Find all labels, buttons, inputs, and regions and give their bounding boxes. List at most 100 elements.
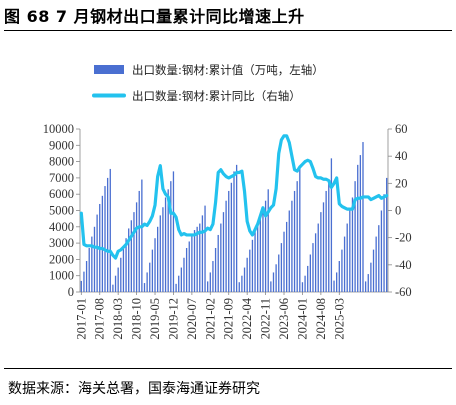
bar-series	[80, 142, 388, 292]
left-tick-label: 9000	[49, 138, 74, 152]
bar	[270, 281, 272, 292]
bar	[214, 247, 217, 292]
bar	[88, 247, 90, 292]
bar	[372, 249, 375, 292]
bar	[220, 223, 222, 292]
bar	[191, 234, 193, 292]
x-tick-label: 2023-06	[277, 298, 291, 340]
bar	[230, 182, 233, 292]
bar	[222, 212, 225, 292]
left-tick-label: 0	[68, 285, 74, 299]
bar	[301, 282, 304, 292]
bar	[157, 226, 159, 292]
right-tick-label: -20	[395, 231, 412, 245]
bar	[341, 249, 343, 292]
bar	[183, 257, 185, 292]
legend-bar-swatch	[94, 65, 124, 74]
bar	[317, 223, 319, 292]
right-tick-label: 40	[395, 149, 408, 163]
bar	[278, 254, 280, 292]
bar	[357, 164, 359, 292]
bar	[288, 210, 290, 292]
bar	[380, 210, 383, 292]
bar	[146, 272, 148, 292]
title-divider	[4, 30, 452, 31]
bar	[249, 249, 251, 292]
left-tick-label: 7000	[49, 171, 74, 185]
legend-label: 出口数量:钢材:累计值（万吨，左轴）	[132, 63, 324, 77]
bar	[83, 271, 85, 292]
bar	[130, 220, 132, 292]
bar	[178, 275, 180, 292]
x-tick-label: 2025-03	[332, 298, 346, 340]
line-series	[79, 134, 389, 260]
left-tick-label: 8000	[49, 155, 74, 169]
bar	[106, 177, 109, 292]
bar	[193, 230, 196, 292]
x-tick-label: 2022-11	[259, 298, 273, 339]
bar	[383, 194, 385, 292]
bar	[338, 261, 340, 292]
bar	[257, 223, 259, 292]
bar	[349, 210, 351, 292]
bar	[80, 280, 82, 292]
bar	[309, 254, 311, 292]
bar	[364, 281, 367, 292]
bar	[225, 200, 227, 292]
bar	[251, 239, 254, 292]
bar	[122, 247, 125, 292]
bar	[117, 267, 119, 292]
bar	[135, 202, 138, 292]
bar	[188, 241, 190, 292]
bar	[149, 262, 151, 292]
bar	[141, 179, 143, 292]
x-tick-label: 2021-09	[222, 298, 236, 340]
bar	[293, 190, 296, 292]
bar	[185, 247, 188, 292]
bar	[243, 267, 246, 292]
bar	[201, 215, 204, 292]
bar	[212, 261, 214, 292]
bar	[246, 257, 248, 292]
bar	[280, 243, 283, 292]
right-tick-label: -40	[395, 258, 412, 272]
bar	[154, 238, 156, 292]
bar	[170, 181, 172, 292]
bar	[204, 205, 206, 292]
bar	[343, 236, 346, 292]
x-tick-label: 2021-02	[203, 298, 217, 340]
legend: 出口数量:钢材:累计值（万吨，左轴） 出口数量:钢材:累计同比（右轴）	[92, 63, 324, 103]
bar	[199, 223, 201, 292]
bar	[138, 190, 140, 292]
bar	[143, 283, 146, 292]
bar	[120, 257, 122, 292]
bar	[285, 221, 288, 292]
left-tick-label: 2000	[49, 252, 74, 266]
bar	[109, 168, 111, 292]
left-tick-label: 1000	[49, 269, 74, 283]
figure-title: 图 68 7 月钢材出口量累计同比增速上升	[4, 7, 305, 26]
bar	[262, 208, 264, 292]
bar	[283, 231, 285, 292]
x-tick-label: 2020-07	[185, 298, 199, 340]
bar	[167, 189, 169, 292]
bar	[104, 186, 106, 292]
bar	[172, 171, 175, 292]
left-tick-label: 10000	[43, 122, 74, 136]
bar	[333, 280, 335, 292]
bar	[96, 214, 98, 292]
bar	[312, 243, 314, 292]
bar	[259, 217, 261, 292]
bar	[264, 200, 267, 292]
bar	[175, 283, 177, 292]
bar	[238, 282, 240, 292]
bar	[328, 179, 330, 292]
left-tick-label: 5000	[49, 204, 74, 218]
bar	[217, 234, 219, 292]
x-tick-label: 2024-01	[295, 298, 309, 340]
bar	[241, 275, 243, 292]
bar	[209, 272, 211, 292]
x-tick-label: 2018-03	[111, 298, 125, 340]
bar	[314, 233, 317, 292]
bar	[164, 197, 167, 292]
